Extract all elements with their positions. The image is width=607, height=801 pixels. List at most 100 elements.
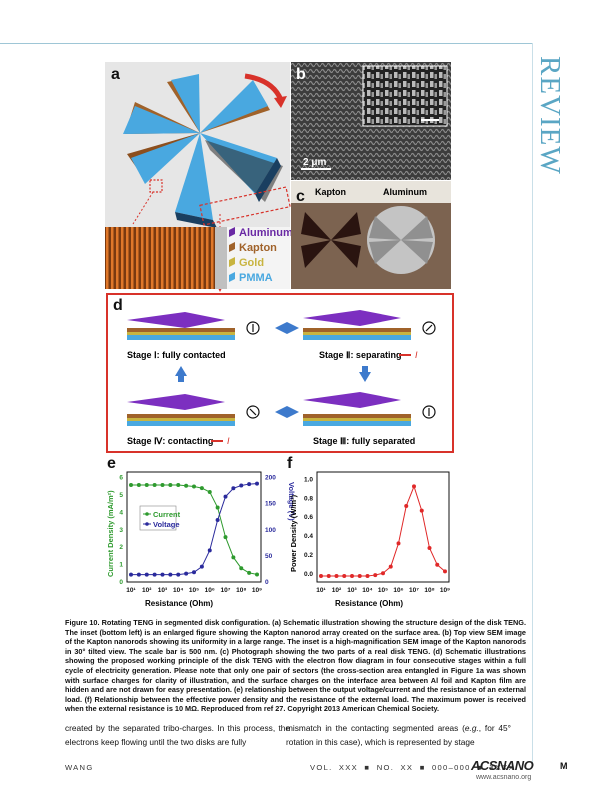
section-label: REVIEW: [534, 56, 566, 175]
e-ytick-right-2: 100: [265, 527, 276, 534]
voltage-point-16: [255, 481, 259, 486]
e-xtick-6: 10⁷: [221, 587, 231, 594]
panel-e-legend: Current Voltage: [139, 505, 181, 531]
power-point-3: [342, 574, 347, 578]
footer-vol: VOL. XXX: [310, 763, 359, 772]
voltage-point-2: [144, 572, 149, 577]
f-xtick-2: 10³: [347, 587, 357, 594]
current-point-14: [239, 566, 244, 571]
voltage-point-4: [160, 572, 165, 577]
footer-author: WANG: [65, 763, 94, 772]
voltage-point-12: [223, 494, 228, 499]
scale-bar-label: 2 μm: [303, 157, 326, 168]
voltage-point-9: [199, 564, 204, 569]
f-xtick-6: 10⁷: [409, 587, 419, 594]
power-point-7: [373, 573, 378, 578]
voltage-point-13: [231, 486, 236, 491]
current-point-3: [152, 483, 157, 487]
power-point-10: [396, 541, 401, 546]
panel-d: d Stage Ⅰ: fully contacted Stage Ⅱ: sepa…: [106, 293, 454, 453]
e-ytick-left-0: 0: [119, 579, 123, 586]
header-rule: [0, 43, 532, 44]
current-point-8: [192, 484, 196, 489]
e-xtick-3: 10⁴: [173, 587, 183, 594]
power-point-5: [357, 574, 362, 578]
panel-e-label: e: [107, 455, 116, 472]
stage-2-label: Stage Ⅱ: separating: [319, 350, 401, 360]
power-point-6: [365, 574, 370, 578]
current-point-5: [168, 483, 173, 487]
footer-url: www.acsnano.org: [476, 774, 532, 781]
legend-current: Current: [153, 510, 181, 519]
panel-f: f Power Density (W/m²) Resistance (Ohm) …: [287, 455, 450, 608]
f-xtick-1: 10²: [332, 587, 342, 594]
caption-lead: Figure 10.: [65, 618, 100, 627]
body-right-text-a: mismatch in the contacting segmented are…: [286, 723, 465, 733]
panel-a: a Aluminum Kapton: [105, 62, 293, 292]
f-xtick-8: 10⁹: [440, 587, 450, 594]
power-point-8: [381, 571, 385, 576]
panel-e-ylabel-right: Voltage (V): [287, 482, 296, 521]
cycle-arrow-up: [175, 366, 187, 376]
current-point-2: [144, 483, 149, 487]
kapton-disk-photo: [301, 212, 361, 268]
f-xtick-0: 10¹: [316, 587, 325, 594]
panel-e: e Current Density (mA/m²) Voltage (V) Re…: [106, 455, 296, 608]
power-point-2: [334, 574, 339, 578]
panel-a-label: a: [111, 66, 120, 83]
voltage-point-3: [152, 572, 157, 577]
current-point-10: [207, 490, 212, 494]
current-point-15: [247, 570, 252, 575]
e-ytick-left-2: 2: [119, 544, 123, 551]
nanorod-inset: [105, 227, 215, 289]
legend-voltage: Voltage: [153, 520, 180, 529]
panel-c-label: c: [296, 188, 305, 205]
f-ytick-5: 1.0: [304, 476, 313, 483]
f-ytick-4: 0.8: [304, 495, 313, 502]
legend-kapton: Kapton: [239, 242, 277, 254]
caption-text: Rotating TENG in segmented disk configur…: [65, 618, 526, 714]
panel-e-ylabel-left: Current Density (mA/m²): [106, 490, 115, 577]
panel-f-label: f: [287, 455, 293, 472]
photo-label-aluminum: Aluminum: [383, 187, 427, 197]
f-ytick-2: 0.4: [304, 533, 313, 540]
stage-1-label: Stage Ⅰ: fully contacted: [127, 350, 226, 360]
e-ytick-right-4: 200: [265, 475, 276, 482]
panel-f-xlabel: Resistance (Ohm): [335, 599, 403, 608]
current-point-7: [184, 483, 189, 488]
footer-no: NO. XX: [376, 763, 414, 772]
e-xtick-4: 10⁵: [189, 587, 199, 594]
f-xtick-7: 10⁸: [424, 587, 434, 594]
panel-f-axes: [316, 471, 450, 583]
panel-b-label: b: [296, 66, 306, 83]
voltage-point-8: [192, 570, 196, 575]
stage-4-label: Stage Ⅳ: contacting: [127, 436, 213, 446]
footer-year: XXXX: [489, 763, 515, 772]
body-column-left: created by the separated tribo-charges. …: [65, 723, 290, 747]
cycle-arrow-down: [359, 372, 371, 382]
panel-a-legend: Aluminum Kapton Gold PMMA: [229, 227, 293, 284]
f-xtick-3: 10⁴: [362, 587, 372, 594]
e-ytick-left-3: 3: [119, 527, 123, 534]
e-xtick-8: 10⁹: [252, 587, 262, 594]
power-point-9: [388, 564, 393, 569]
panel-e-xlabel: Resistance (Ohm): [145, 599, 213, 608]
voltage-point-6: [176, 572, 181, 577]
disk-assembly: [123, 74, 283, 228]
current-point-9: [199, 486, 204, 491]
f-ytick-0: 0.0: [304, 571, 313, 578]
rotation-arrow: [244, 73, 284, 102]
power-point-1: [326, 574, 331, 578]
e-ytick-left-6: 6: [119, 475, 123, 482]
margin-rule: [532, 43, 533, 763]
stage-3-label: Stage Ⅲ: fully separated: [313, 436, 415, 446]
f-xtick-5: 10⁶: [393, 587, 403, 594]
body-right-eg: e.g.: [464, 723, 479, 733]
current-point-1: [136, 483, 141, 487]
e-xtick-7: 10⁸: [236, 587, 246, 594]
current-point-0: [129, 483, 133, 487]
power-point-11: [404, 504, 409, 508]
current-point-4: [160, 483, 165, 487]
stage-2-current: I: [415, 350, 418, 360]
stage-4-current: I: [227, 436, 230, 446]
